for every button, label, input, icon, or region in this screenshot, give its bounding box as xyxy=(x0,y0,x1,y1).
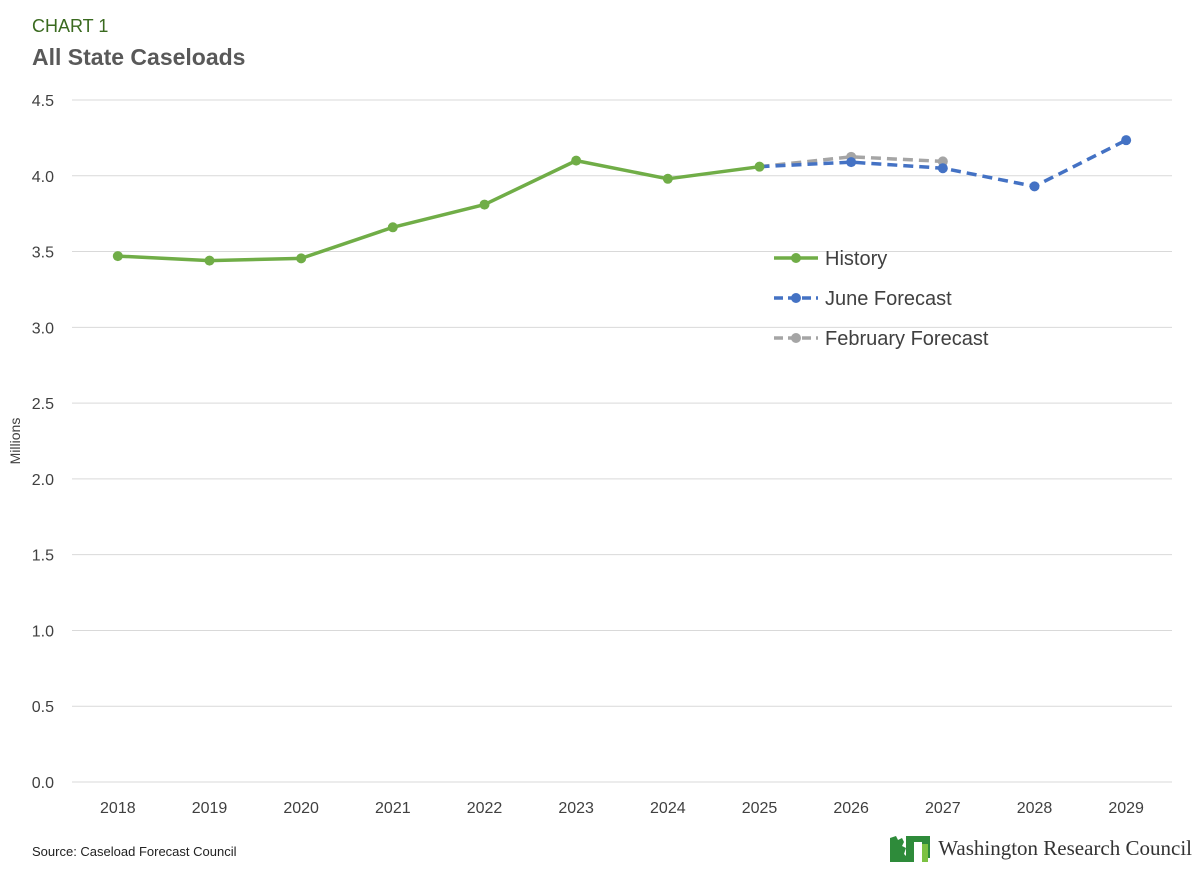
legend-item: February Forecast xyxy=(774,328,989,350)
x-tick-label: 2022 xyxy=(467,800,503,817)
y-tick-label: 2.0 xyxy=(32,472,54,489)
data-point xyxy=(479,199,490,210)
legend-label: June Forecast xyxy=(825,288,952,310)
y-tick-label: 2.5 xyxy=(32,396,54,413)
washington-state-map-icon xyxy=(890,836,931,862)
data-point xyxy=(571,155,582,166)
wrc-logo: Washington Research Council xyxy=(888,832,1192,864)
legend: History June Forecast February Forecast xyxy=(774,248,989,350)
y-axis-ticks: 0.0 0.5 1.0 1.5 2.0 2.5 3.0 3.5 4.0 4.5 xyxy=(32,93,54,792)
x-tick-label: 2028 xyxy=(1017,800,1053,817)
series-line xyxy=(759,155,943,169)
data-point xyxy=(387,222,398,233)
data-point xyxy=(937,163,948,174)
x-tick-label: 2026 xyxy=(833,800,869,817)
legend-label: February Forecast xyxy=(825,328,989,350)
x-tick-label: 2021 xyxy=(375,800,411,817)
series-layer xyxy=(112,135,1132,266)
legend-item: History xyxy=(774,248,887,270)
x-tick-label: 2029 xyxy=(1108,800,1144,817)
legend-marker xyxy=(791,293,801,303)
logo-text: Washington Research Council xyxy=(938,835,1192,860)
chart-kicker: CHART 1 xyxy=(32,16,109,36)
x-tick-label: 2018 xyxy=(100,800,136,817)
series-line xyxy=(117,158,760,263)
data-point xyxy=(754,161,765,172)
y-tick-label: 0.0 xyxy=(32,775,54,792)
series-history xyxy=(112,155,765,266)
y-tick-label: 1.5 xyxy=(32,548,54,565)
chart-title: All State Caseloads xyxy=(32,44,246,70)
data-point xyxy=(846,157,857,168)
x-tick-label: 2019 xyxy=(192,800,228,817)
data-point xyxy=(204,255,215,266)
line-chart: 0.00.51.01.52.02.53.03.54.04.5 2018 2019 2… xyxy=(7,93,1172,817)
data-point xyxy=(1029,181,1040,192)
x-tick-label: 2023 xyxy=(558,800,594,817)
source-note: Source: Caseload Forecast Council xyxy=(32,844,237,859)
y-tick-label: 3.0 xyxy=(32,320,54,337)
data-point xyxy=(1121,135,1132,146)
data-point xyxy=(112,251,123,262)
legend-label: History xyxy=(825,248,887,270)
data-point xyxy=(296,253,307,264)
y-tick-label: 0.5 xyxy=(32,699,54,716)
series-june-forecast xyxy=(759,135,1132,192)
grid-layer xyxy=(72,99,1172,783)
y-tick-label: 1.0 xyxy=(32,623,54,640)
y-tick-label: 4.0 xyxy=(32,169,54,186)
legend-item: June Forecast xyxy=(774,288,952,310)
x-tick-label: 2024 xyxy=(650,800,686,817)
y-tick-label: 4.5 xyxy=(32,93,54,110)
x-tick-label: 2020 xyxy=(283,800,319,817)
legend-marker xyxy=(791,253,801,263)
y-tick-label: 3.5 xyxy=(32,245,54,262)
legend-marker xyxy=(791,333,801,343)
x-tick-label: 2025 xyxy=(742,800,778,817)
x-tick-label: 2027 xyxy=(925,800,961,817)
x-axis-ticks: 2018 2019 2020 2021 2022 2023 2024 2025 2026 2027… xyxy=(100,800,1144,817)
y-axis-title: Millions xyxy=(7,418,23,465)
data-point xyxy=(662,173,673,184)
